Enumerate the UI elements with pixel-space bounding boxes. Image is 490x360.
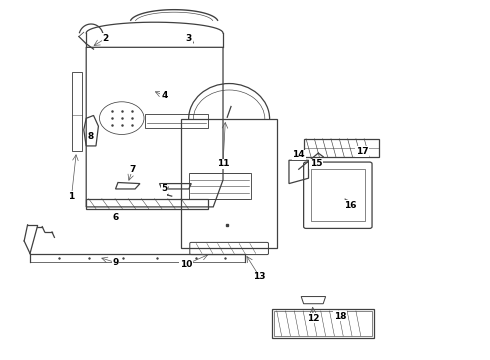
Text: 18: 18 [334,312,346,321]
Text: 17: 17 [356,147,368,156]
Bar [311,169,365,221]
Text: 5: 5 [161,184,168,193]
Text: 1: 1 [69,192,74,201]
Text: 12: 12 [307,314,319,323]
Text: 14: 14 [293,150,305,159]
Text: 3: 3 [186,34,192,43]
Text: 6: 6 [112,213,119,222]
Text: 15: 15 [310,159,322,168]
Bar [304,139,379,157]
Bar [86,199,208,209]
Text: 4: 4 [161,91,168,100]
Text: 16: 16 [344,201,356,210]
Text: 7: 7 [129,165,136,174]
Bar [145,114,208,128]
Text: 10: 10 [180,260,193,269]
Text: 8: 8 [88,132,94,141]
Bar [181,119,277,248]
Bar [272,309,374,338]
Text: 11: 11 [217,159,229,168]
Bar [72,72,82,151]
Text: 2: 2 [102,34,109,43]
Bar [189,173,251,199]
Text: 9: 9 [112,258,119,267]
Text: 13: 13 [253,272,266,281]
Bar [274,311,372,336]
